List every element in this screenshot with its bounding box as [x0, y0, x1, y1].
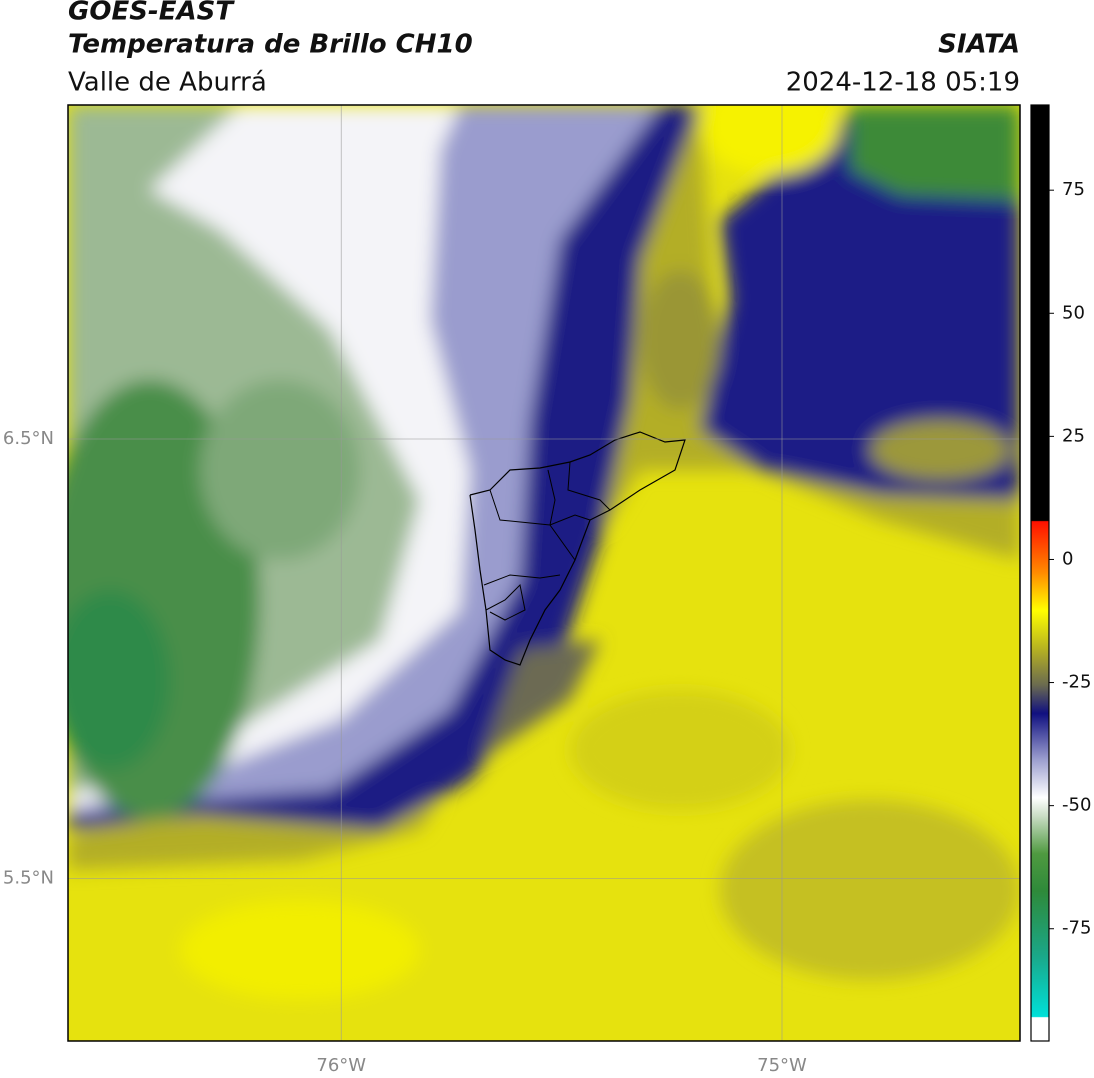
colorbar-tick-label: -75: [1062, 918, 1091, 939]
colorbar-tick-label: 0: [1062, 548, 1073, 569]
region: Valle de Aburrá: [68, 68, 267, 98]
colorbar: [1030, 104, 1050, 1042]
colorbar-tick-label: 75: [1062, 179, 1085, 200]
map-frame: [67, 104, 1021, 1042]
title: GOES-EAST: [68, 0, 235, 27]
graticule: [68, 105, 1020, 1041]
y-tick-label: 5.5°N: [3, 867, 54, 888]
colorbar-tick-label: 50: [1062, 302, 1085, 323]
x-tick-label: 75°W: [757, 1055, 807, 1076]
y-tick-label: 6.5°N: [3, 428, 54, 449]
colorbar-tick-label: -50: [1062, 795, 1091, 816]
colorbar-tick-label: 25: [1062, 425, 1085, 446]
x-tick-label: 76°W: [316, 1055, 366, 1076]
colorbar-tick-label: -25: [1062, 672, 1091, 693]
source: SIATA: [938, 30, 1020, 60]
subtitle: Temperatura de Brillo CH10: [68, 30, 473, 60]
timestamp: 2024-12-18 05:19: [786, 68, 1020, 98]
satellite-image: [68, 105, 1020, 1041]
